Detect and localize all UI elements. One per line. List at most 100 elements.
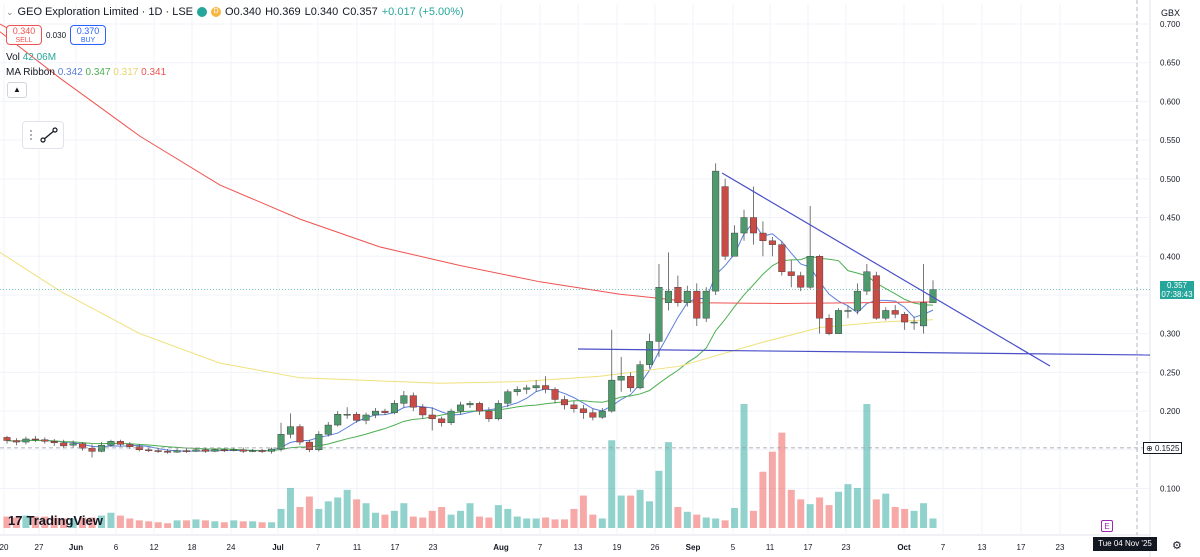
volume-bar: [192, 519, 200, 528]
candle-down: [787, 271, 795, 276]
volume-bar: [797, 499, 805, 528]
volume-bar: [749, 510, 757, 528]
y-tick-label: 0.600: [1160, 97, 1181, 106]
x-tick-label: 20: [0, 543, 9, 552]
candle-down: [239, 449, 247, 452]
x-tick-label: 17: [391, 543, 400, 552]
candle-up: [702, 290, 710, 319]
gear-icon[interactable]: ⚙: [1172, 540, 1182, 552]
candle-up: [447, 410, 455, 423]
volume-bar: [419, 517, 427, 528]
candle-down: [778, 244, 786, 272]
candle-down: [258, 450, 266, 452]
volume-bar: [825, 505, 833, 528]
volume-bar: [731, 507, 739, 528]
candle-up: [334, 413, 342, 426]
volume-bar: [79, 517, 87, 528]
candle-down: [296, 426, 304, 443]
volume-bar: [816, 497, 824, 528]
candle-up: [740, 217, 748, 234]
volume-bar: [220, 522, 228, 528]
x-tick-label: 27: [35, 543, 44, 552]
volume-bar: [551, 519, 559, 528]
candle-up: [173, 450, 181, 453]
candle-up: [107, 441, 115, 446]
last-price-label: 0.357 07:38:43: [1160, 280, 1194, 299]
symbol-title[interactable]: GEO Exploration Limited · 1D · LSE: [17, 6, 194, 18]
candle-up: [324, 424, 332, 435]
x-tick-label: 5: [731, 543, 736, 552]
volume-bar: [702, 517, 710, 528]
candle-down: [872, 275, 880, 319]
candle-down: [419, 407, 427, 416]
collapse-arrow-icon[interactable]: ⌄: [6, 6, 14, 17]
x-tick-label: Jun: [69, 543, 83, 552]
x-tick-label: Aug: [493, 543, 509, 552]
candle-down: [627, 376, 635, 389]
volume-bar: [145, 521, 153, 528]
volume-bar: [107, 512, 115, 528]
volume-bar: [164, 523, 172, 528]
candle-up: [608, 379, 616, 412]
candle-up: [523, 387, 531, 390]
price-axis: [1150, 0, 1200, 557]
candle-down: [825, 317, 833, 334]
candle-down: [428, 414, 436, 420]
candle-down: [759, 232, 767, 241]
candle-up: [863, 271, 871, 292]
x-tick-label: 19: [613, 543, 622, 552]
volume-bar: [116, 515, 124, 528]
volume-bar: [532, 518, 540, 528]
ma-value-3: 0.317: [113, 67, 139, 78]
volume-bar: [305, 496, 313, 528]
candle-down: [570, 404, 578, 409]
sell-button[interactable]: 0.340 SELL: [6, 25, 42, 45]
buy-button[interactable]: 0.370 BUY: [70, 25, 107, 45]
volume-bar: [41, 516, 49, 528]
volume-bar: [513, 516, 521, 528]
volume-bar: [97, 515, 105, 528]
volume-bar: [523, 518, 531, 528]
volume-bar: [759, 471, 767, 528]
volume-bar: [712, 518, 720, 528]
candle-down: [126, 444, 134, 447]
chevron-up-icon[interactable]: ▲: [7, 82, 27, 98]
candle-down: [475, 403, 483, 412]
candle-up: [277, 434, 285, 450]
x-tick-label: Oct: [897, 543, 911, 552]
candle-up: [532, 385, 540, 389]
earnings-event-marker[interactable]: E: [1101, 520, 1113, 532]
trendline-tool-icon[interactable]: [22, 121, 64, 149]
candle-up: [343, 413, 351, 416]
volume-bar: [173, 520, 181, 528]
candle-down: [816, 256, 824, 319]
candle-down: [183, 450, 191, 452]
candle-down: [305, 441, 313, 451]
candle-down: [154, 450, 162, 452]
ma-value-2: 0.347: [85, 67, 111, 78]
volume-bar: [362, 503, 370, 528]
volume-bar: [853, 487, 861, 528]
y-tick-label: 0.450: [1160, 214, 1181, 223]
chart-header: ⌄ GEO Exploration Limited · 1D · LSE D O…: [6, 6, 464, 18]
volume-bar: [787, 489, 795, 528]
volume-bar: [409, 516, 417, 528]
candle-down: [135, 446, 143, 451]
currency-label[interactable]: GBX: [1161, 8, 1181, 18]
candle-down: [201, 449, 209, 452]
candle-down: [41, 439, 49, 442]
ma-line-2: [6, 255, 934, 452]
candle-down: [438, 418, 446, 423]
volume-bar: [126, 518, 134, 528]
candle-down: [721, 186, 729, 257]
tradingview-logo[interactable]: 17 TradingView: [8, 513, 103, 528]
candle-up: [683, 290, 691, 303]
volume-bar: [910, 510, 918, 528]
volume-bar: [447, 514, 455, 528]
candle-up: [192, 449, 200, 452]
x-tick-label: 26: [651, 543, 660, 552]
x-tick-label: 17: [1017, 543, 1026, 552]
ma-line-3: [0, 251, 934, 384]
candle-down: [12, 440, 20, 443]
